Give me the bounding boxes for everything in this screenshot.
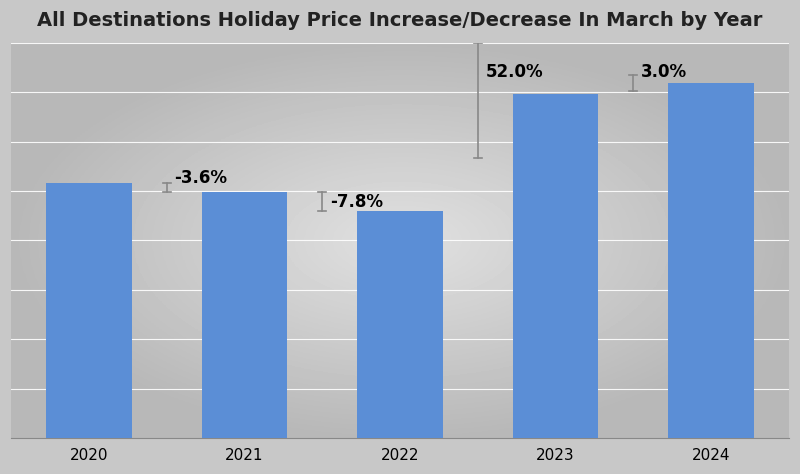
Title: All Destinations Holiday Price Increase/Decrease In March by Year: All Destinations Holiday Price Increase/… [38, 11, 762, 30]
Bar [358, 211, 442, 438]
Text: -3.6%: -3.6% [174, 169, 227, 187]
Text: 52.0%: 52.0% [486, 63, 543, 81]
Text: 3.0%: 3.0% [641, 63, 687, 81]
Bar [513, 93, 598, 438]
Bar [202, 192, 287, 438]
Bar [668, 83, 754, 438]
Text: -7.8%: -7.8% [330, 193, 383, 211]
Bar [46, 183, 132, 438]
